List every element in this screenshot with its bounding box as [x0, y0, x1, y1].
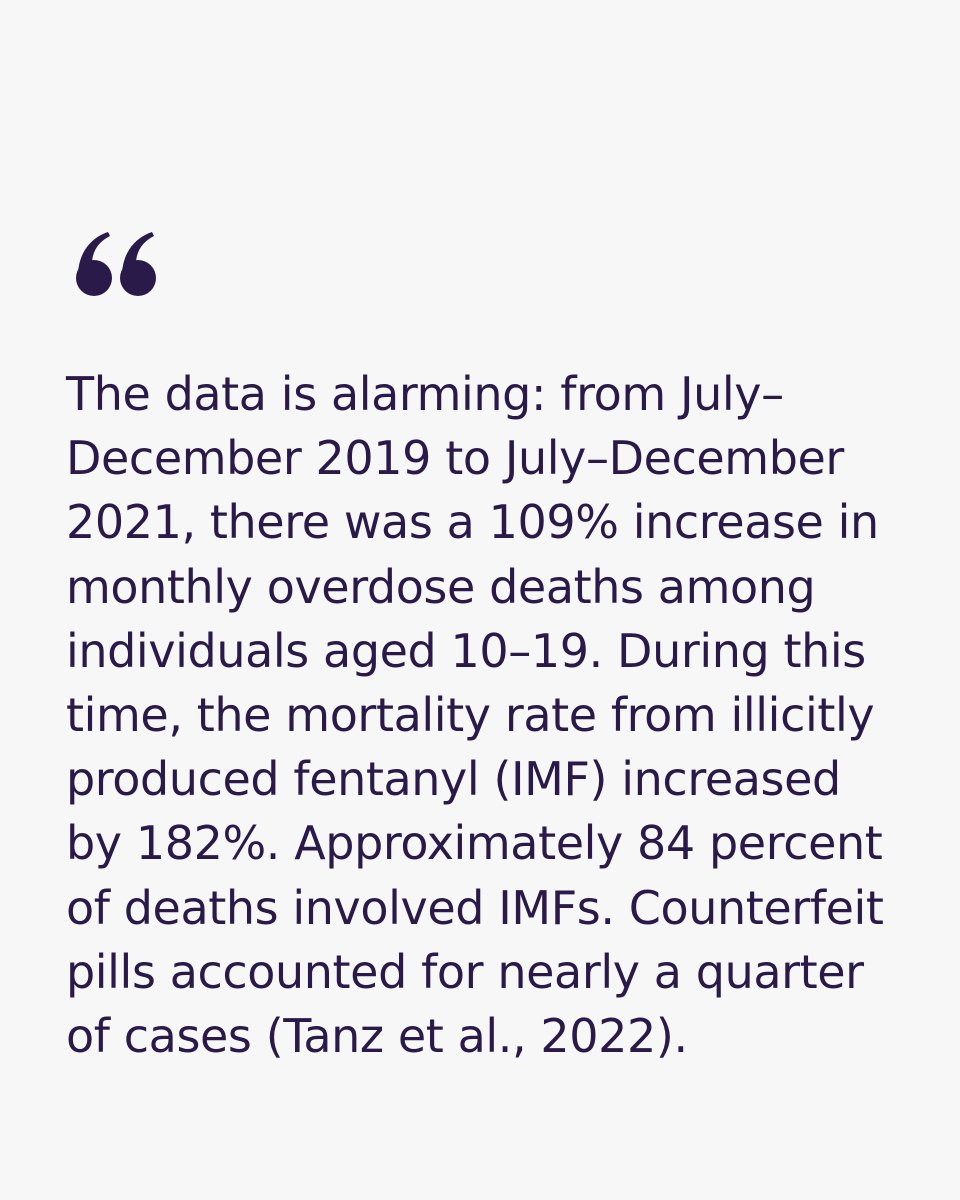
quote-line: by 182%. Approximately 84 percent — [66, 816, 883, 871]
quote-line: of cases (Tanz et al., 2022). — [66, 1009, 688, 1064]
quote-line: 2021, there was a 109% increase in — [66, 495, 879, 550]
quote-line: December 2019 to July–December — [66, 431, 844, 486]
quote-line: produced fentanyl (IMF) increased — [66, 752, 841, 807]
quote-line: monthly overdose deaths among — [66, 559, 816, 614]
quote-line: of deaths involved IMFs. Counterfeit — [66, 880, 884, 935]
quote-open-icon — [76, 232, 156, 296]
quote-text: The data is alarming: from July– Decembe… — [66, 362, 906, 1068]
quote-line: The data is alarming: from July– — [66, 367, 784, 421]
quote-line: individuals aged 10–19. During this — [66, 623, 866, 678]
quote-line: pills accounted for nearly a quarter — [66, 944, 864, 999]
quote-line: time, the mortality rate from illicitly — [66, 688, 875, 743]
